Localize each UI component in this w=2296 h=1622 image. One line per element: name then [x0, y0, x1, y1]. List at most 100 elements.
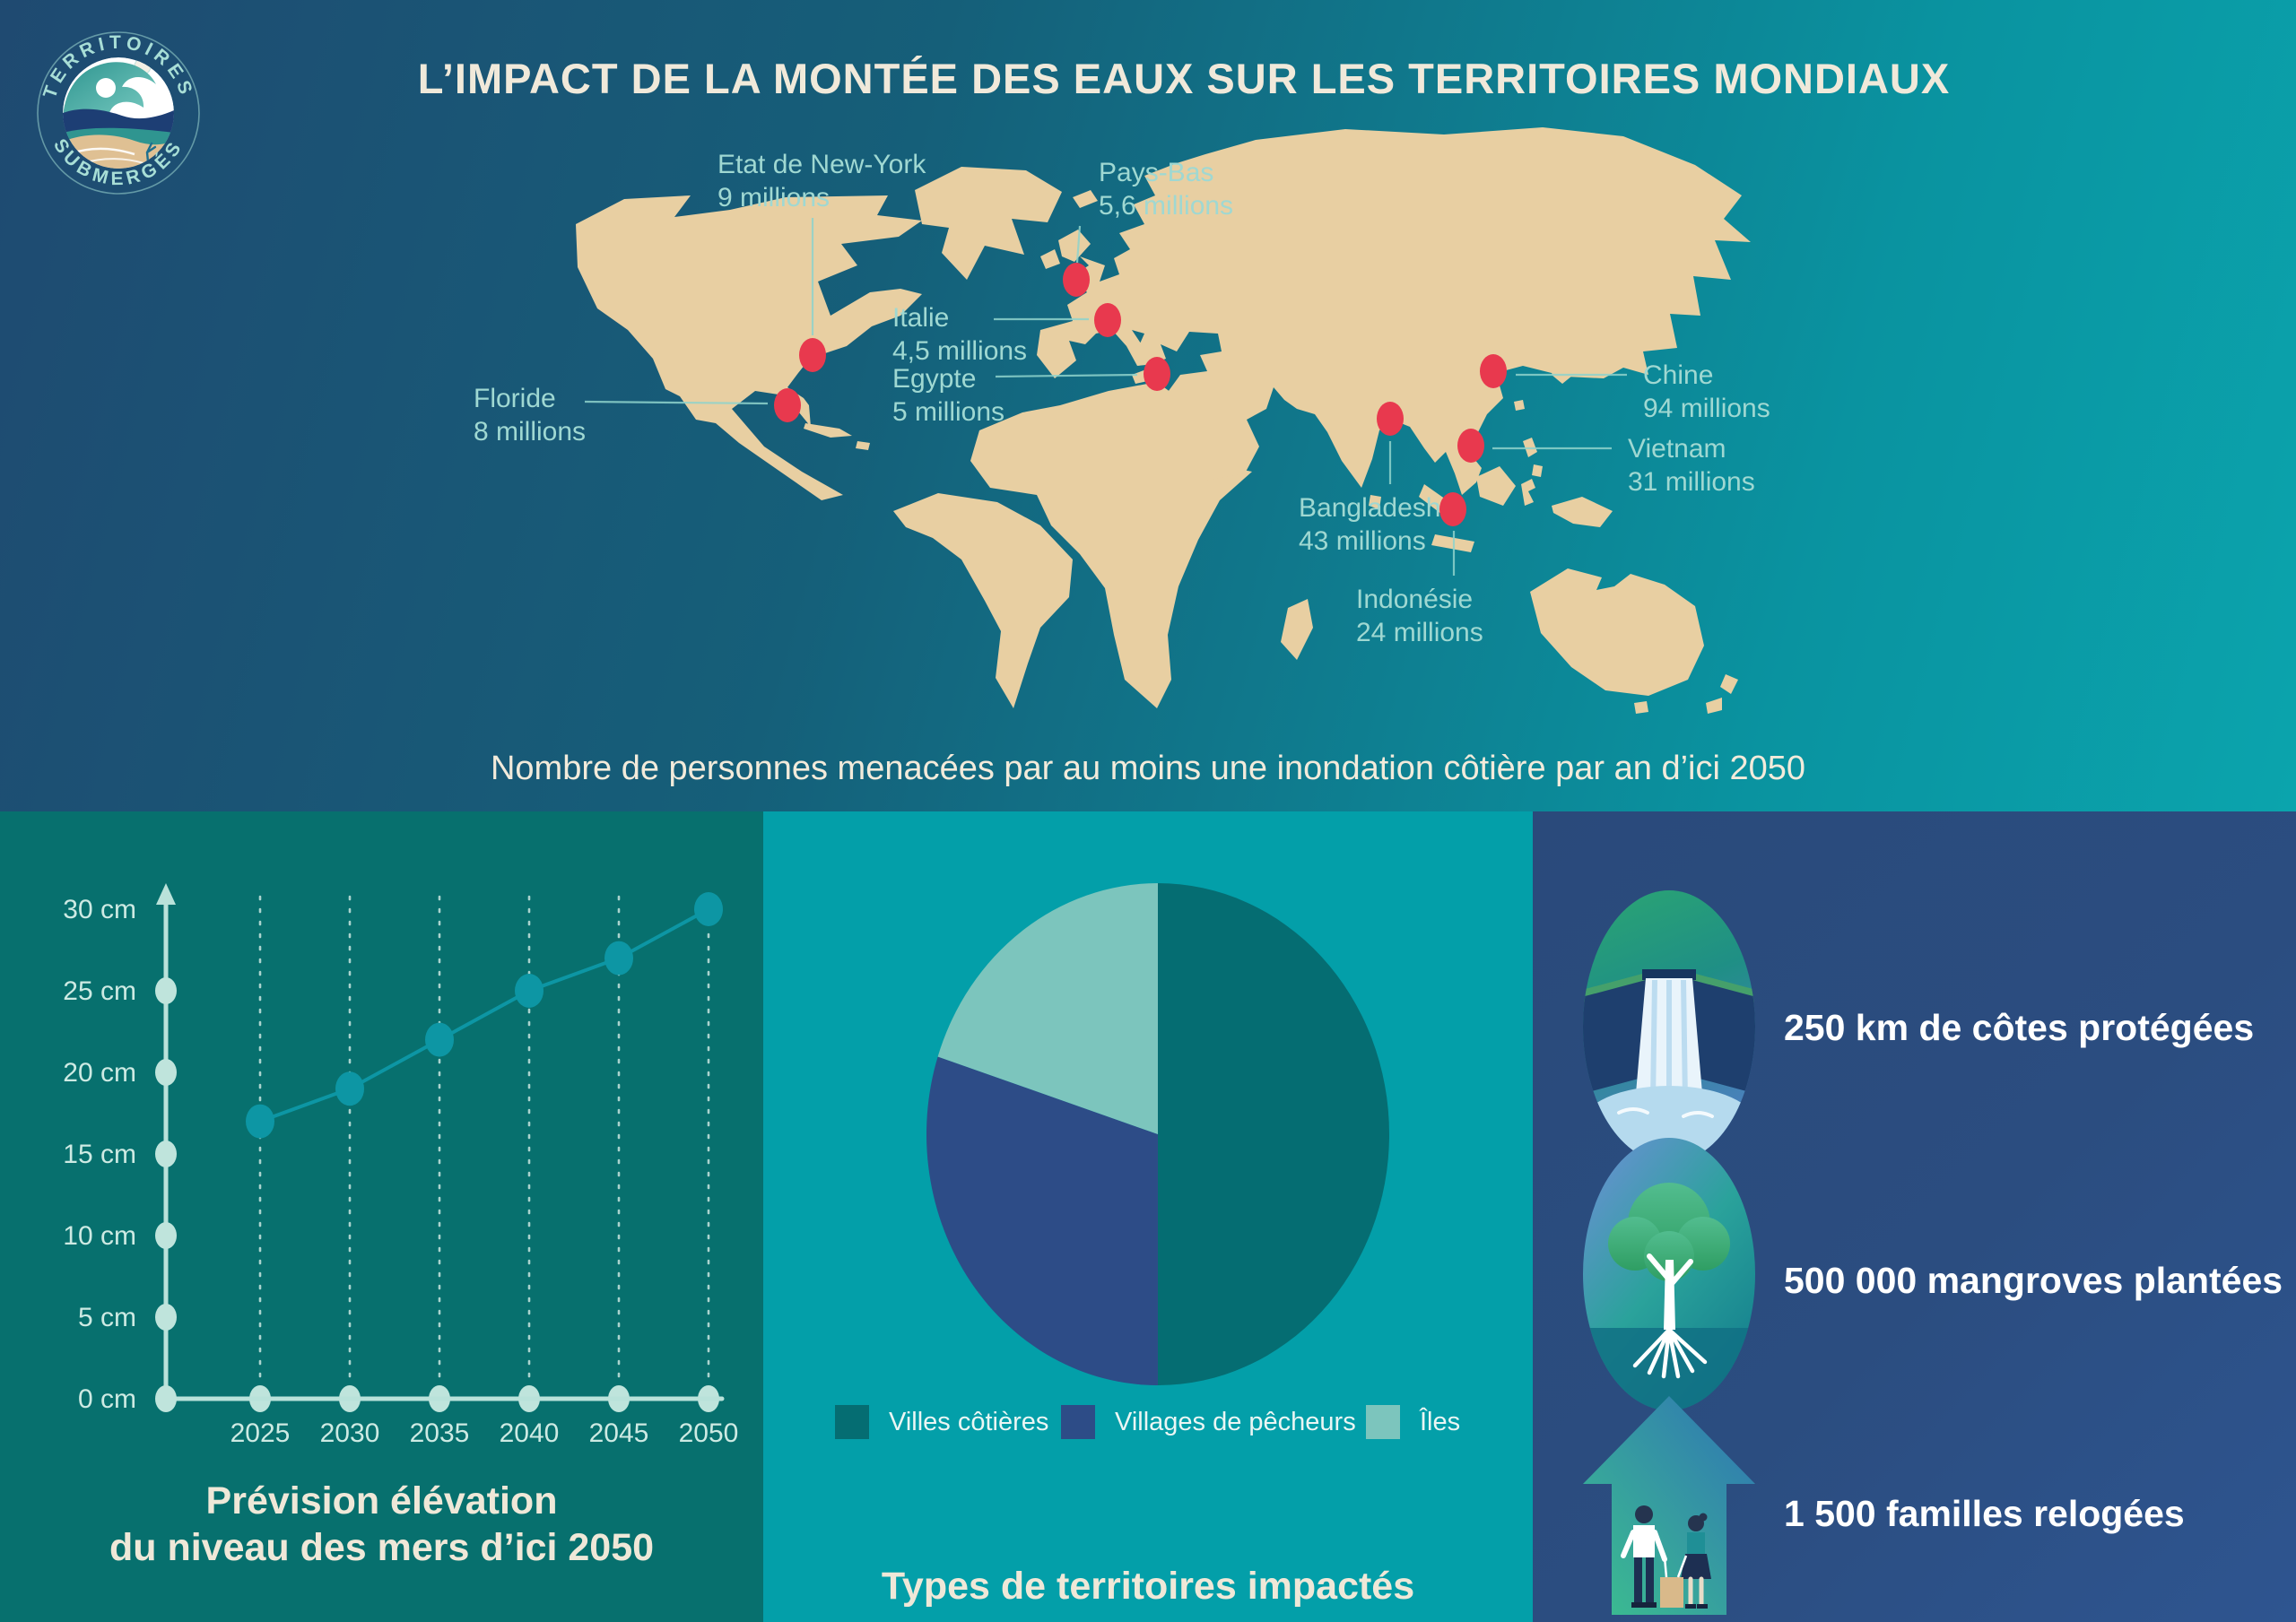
iceland — [1073, 190, 1098, 208]
stat-label-mangroves: 500 000 mangroves plantées — [1784, 1260, 2283, 1301]
data-point — [246, 1104, 274, 1139]
data-point — [515, 974, 544, 1008]
dot-indonesie — [1439, 492, 1466, 526]
achievements-panel: 250 km de côtes protégées — [1533, 811, 2296, 1622]
legend-swatch-villages-pecheurs — [1061, 1405, 1095, 1439]
united-kingdom — [1058, 230, 1091, 262]
y-tick-label: 30 cm — [63, 895, 136, 924]
tasmania — [1634, 701, 1648, 714]
africa — [970, 382, 1252, 708]
dot-floride — [774, 388, 801, 422]
new-guinea — [1552, 497, 1613, 527]
dot-bangladesh — [1377, 402, 1404, 436]
stat-label-families: 1 500 familles relogées — [1784, 1493, 2185, 1534]
dot-vietnam — [1457, 429, 1484, 463]
x-tick-label: 2040 — [500, 1418, 560, 1448]
stat-label-coasts: 250 km de côtes protégées — [1784, 1007, 2255, 1048]
territories-pie-chart — [926, 883, 1389, 1385]
data-point — [694, 892, 723, 926]
page-title: L’IMPACT DE LA MONTÉE DES EAUX SUR LES T… — [417, 55, 1951, 102]
x-tick-label: 2025 — [230, 1418, 291, 1448]
legend-item-villages-pecheurs: Villages de pêcheurs — [1061, 1405, 1356, 1439]
label-egypte: Egypte 5 millions — [892, 364, 1005, 427]
leader-floride — [584, 400, 769, 405]
dot-italie — [1094, 303, 1121, 337]
south-america — [893, 493, 1073, 708]
label-indonesie: Indonésie 24 millions — [1356, 585, 1483, 647]
y-axis-arrow — [156, 883, 176, 905]
legend-item-villes-cotieres: Villes côtières — [835, 1405, 1048, 1439]
sulawesi — [1521, 479, 1535, 506]
y-tick-label: 25 cm — [63, 976, 136, 1006]
data-point — [425, 1022, 454, 1057]
origin-dot — [155, 1385, 177, 1412]
label-pays-bas: Pays-Bas 5,6 millions — [1099, 158, 1234, 221]
location-dots — [774, 263, 1507, 526]
cuba — [804, 423, 852, 438]
territoires-submerges-logo: TERRITOIRES SUBMERGÉS — [37, 31, 200, 195]
data-point — [335, 1071, 364, 1106]
new-zealand — [1706, 674, 1738, 714]
family-figures — [1621, 1505, 1711, 1609]
label-new-york: Etat de New-York 9 millions — [718, 150, 926, 213]
sea-level-panel: 2025 2030 2035 2040 2045 2050 0 cm 5 cm 10 cm 15 … — [0, 811, 763, 1622]
label-vietnam: Vietnam 31 millions — [1628, 434, 1755, 497]
y-axis-dot — [155, 1059, 177, 1086]
y-axis-dot — [155, 977, 177, 1004]
mangrove-icon — [1583, 1138, 1755, 1410]
house-icon — [1583, 1396, 1755, 1615]
sri-lanka — [1369, 495, 1381, 509]
ireland — [1040, 249, 1060, 269]
y-axis-dot — [155, 1304, 177, 1331]
territories-panel: Villes côtières Villages de pêcheurs Île… — [763, 811, 1533, 1622]
north-america — [576, 195, 922, 500]
y-axis-dot — [155, 1222, 177, 1249]
x-tick-label: 2035 — [410, 1418, 470, 1448]
x-tick-label: 2030 — [320, 1418, 380, 1448]
map-subtitle: Nombre de personnes menacées par au moin… — [490, 750, 1806, 787]
pie-slice-2 — [937, 883, 1158, 1134]
dam-icon — [1583, 890, 1755, 1163]
y-tick-label: 10 cm — [63, 1221, 136, 1251]
label-italie: Italie 4,5 millions — [892, 303, 1028, 366]
greenland — [915, 167, 1062, 280]
label-chine: Chine 94 millions — [1643, 360, 1770, 423]
japan-north — [1578, 316, 1605, 337]
y-axis-dot — [155, 1141, 177, 1167]
logo-ring — [37, 31, 200, 195]
legend-swatch-iles — [1366, 1405, 1400, 1439]
legend-swatch-villes-cotieres — [835, 1405, 869, 1439]
leader-pays-bas — [1075, 225, 1082, 264]
data-point — [604, 941, 633, 976]
dot-pays-bas — [1063, 263, 1090, 297]
taiwan — [1514, 400, 1525, 411]
continents — [576, 127, 1751, 714]
label-bangladesh: Bangladesh 43 millions — [1299, 493, 1441, 556]
label-floride: Floride 8 millions — [474, 384, 587, 447]
pie-slice-0 — [1158, 883, 1389, 1385]
legend-item-iles: Îles — [1366, 1405, 1460, 1439]
y-tick-label: 20 cm — [63, 1058, 136, 1088]
eurasia — [1037, 127, 1751, 495]
world-map — [576, 127, 1751, 714]
y-tick-label: 15 cm — [63, 1140, 136, 1169]
leader-egypte — [995, 373, 1138, 378]
y-tick-label: 5 cm — [78, 1303, 136, 1332]
y-tick-label: 0 cm — [78, 1384, 136, 1414]
dot-egypte — [1144, 357, 1170, 391]
map-markers-overlay — [584, 218, 1627, 576]
hispaniola — [856, 441, 870, 450]
data-line — [259, 907, 709, 1123]
x-tick-label: 2045 — [589, 1418, 649, 1448]
x-tick-label: 2050 — [679, 1418, 739, 1448]
line-chart-caption: Prévision élévation du niveau des mers d… — [109, 1479, 655, 1569]
japan — [1552, 343, 1591, 384]
header-section: TERRITOIRES SUBMERGÉS L’IMPACT DE LA MON… — [0, 0, 2296, 811]
pie-chart-caption: Types de territoires impactés — [881, 1565, 1415, 1608]
dot-new-york — [799, 338, 826, 372]
leader-lines — [584, 218, 1627, 576]
australia — [1530, 568, 1704, 696]
borneo — [1476, 466, 1516, 506]
dot-chine — [1480, 354, 1507, 388]
